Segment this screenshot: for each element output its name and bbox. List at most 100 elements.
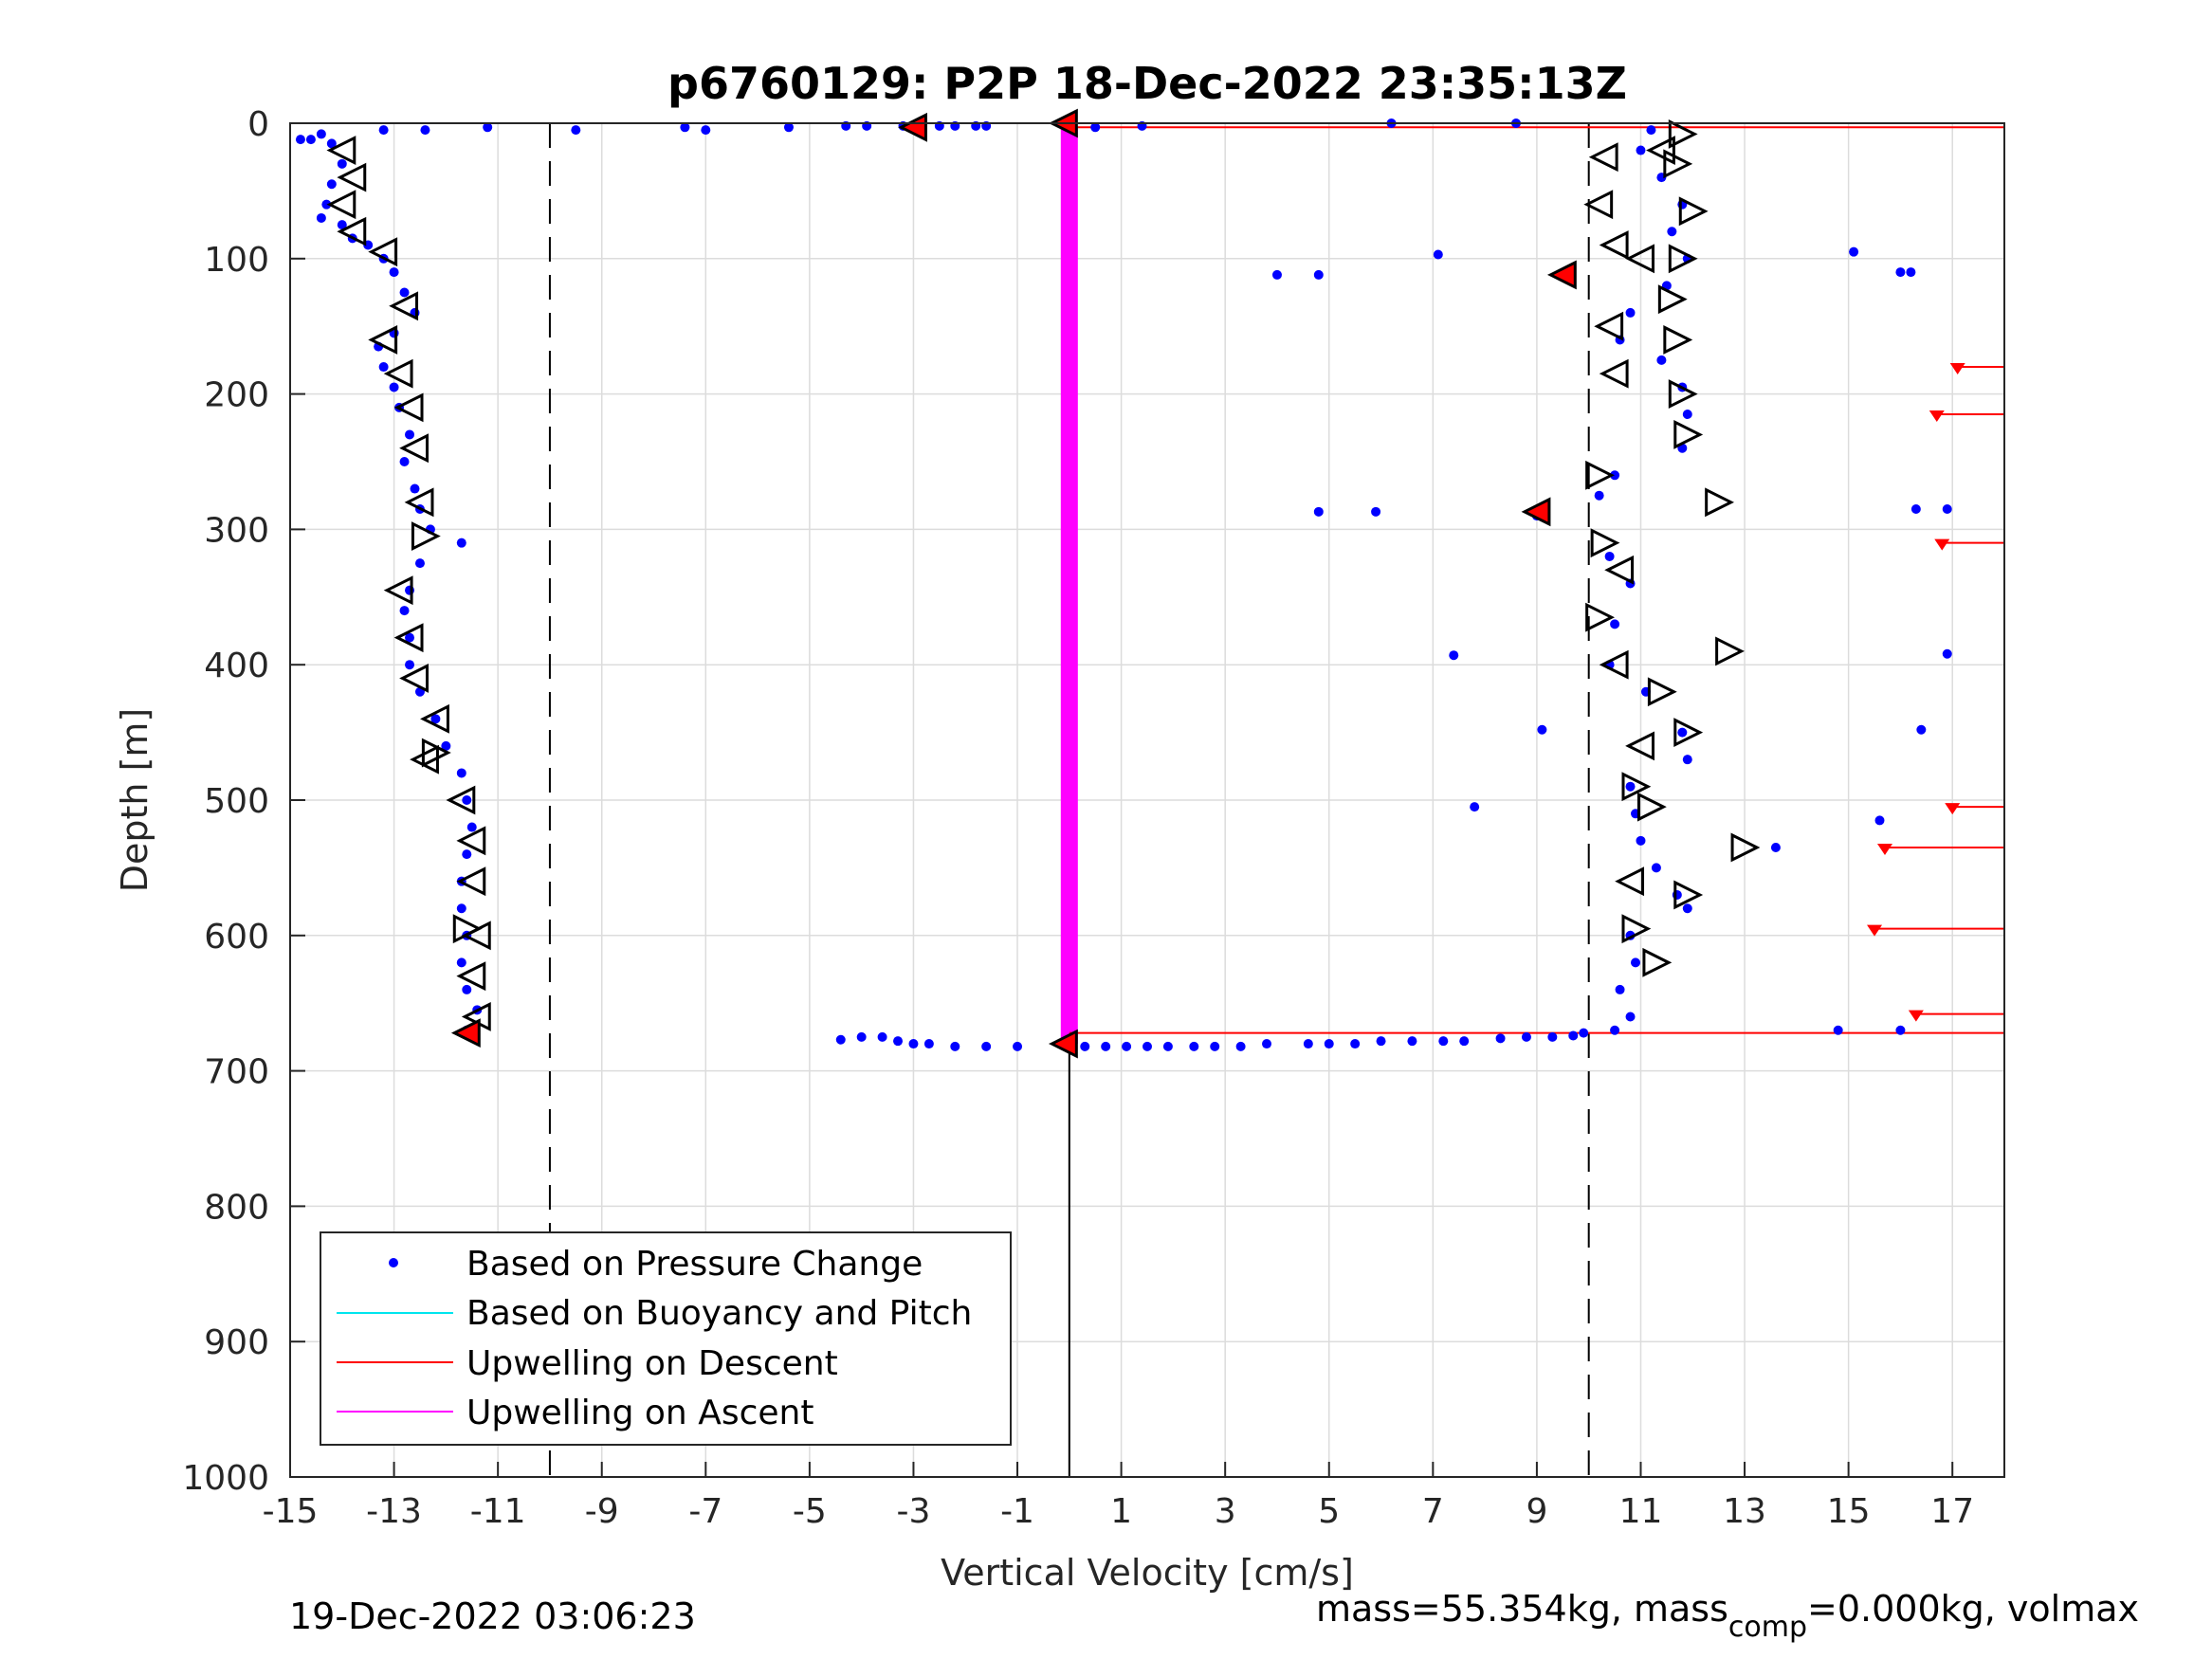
footer-mass-sub: comp	[1728, 1611, 1807, 1644]
footer-timestamp: 19-Dec-2022 03:06:23	[289, 1595, 696, 1637]
pressure-change-point	[1874, 815, 1885, 826]
right-triangle-marker	[1657, 284, 1688, 315]
pressure-change-point	[1610, 470, 1620, 481]
pressure-change-point	[1537, 724, 1547, 735]
pressure-change-point	[1910, 503, 1921, 514]
pressure-change-point	[1262, 1039, 1272, 1049]
left-triangle-marker	[337, 162, 367, 192]
left-triangle-marker	[1583, 190, 1614, 220]
pressure-change-point	[1090, 122, 1101, 133]
left-triangle-marker	[399, 433, 429, 464]
pressure-change-point	[571, 125, 581, 136]
upwelling-descent-marker	[1867, 924, 1883, 937]
pressure-change-point	[1646, 125, 1656, 136]
left-triangle-marker	[420, 703, 449, 734]
pressure-change-point	[1656, 355, 1667, 365]
right-triangle-marker	[1673, 718, 1704, 748]
pressure-change-point	[1604, 551, 1615, 561]
left-triangle-marker	[1604, 555, 1635, 585]
pressure-change-point	[337, 158, 347, 169]
left-triangle-marker	[326, 190, 356, 220]
pressure-change-point	[1013, 1041, 1023, 1051]
y-axis-label: Depth [m]	[114, 708, 155, 893]
pressure-change-point	[1470, 802, 1480, 812]
x-tick-label: -7	[688, 1492, 722, 1531]
pressure-change-point	[1303, 1039, 1313, 1049]
left-triangle-marker	[1599, 649, 1629, 680]
left-triangle-marker	[393, 392, 424, 423]
pressure-change-point	[1271, 269, 1282, 280]
y-tick-label: 400	[204, 647, 269, 685]
x-tick-label: -5	[793, 1492, 827, 1531]
pressure-change-point	[1849, 246, 1859, 257]
right-triangle-marker	[1673, 420, 1704, 449]
pressure-change-point	[1433, 249, 1443, 260]
y-tick-label: 100	[204, 241, 269, 280]
right-triangle-marker	[421, 738, 451, 768]
pressure-change-point	[321, 199, 332, 210]
pressure-change-point	[1313, 506, 1324, 517]
right-triangle-marker	[1647, 677, 1677, 707]
pressure-change-point	[378, 362, 389, 373]
pressure-change-point	[1371, 506, 1381, 517]
right-triangle-marker	[1663, 149, 1693, 179]
right-triangle-marker	[1668, 379, 1698, 410]
pressure-change-point	[1895, 1025, 1906, 1035]
legend-label-descent: Upwelling on Descent	[466, 1344, 838, 1383]
pressure-change-point	[1350, 1039, 1361, 1049]
upwelling-descent-marker	[1929, 410, 1945, 423]
pressure-change-point	[1895, 267, 1906, 278]
pressure-change-point	[1610, 619, 1620, 629]
pressure-change-point	[456, 768, 466, 778]
right-triangle-marker	[1668, 118, 1698, 149]
pressure-change-point	[456, 903, 466, 914]
pressure-change-point	[1667, 227, 1677, 237]
red-triangle-marker	[1048, 1029, 1078, 1059]
pressure-change-point	[305, 135, 316, 145]
pressure-change-point	[1521, 1031, 1531, 1042]
y-tick-label: 200	[204, 376, 269, 415]
pressure-change-point	[701, 125, 711, 136]
pressure-change-point	[1625, 781, 1636, 792]
red-triangle-marker	[450, 1018, 481, 1048]
x-tick-label: -13	[366, 1492, 422, 1531]
left-triangle-marker	[393, 623, 424, 653]
x-tick-label: 11	[1619, 1492, 1663, 1531]
y-tick-label: 0	[247, 105, 269, 144]
legend-label-ascent: Upwelling on Ascent	[466, 1394, 814, 1432]
right-triangle-marker	[1678, 196, 1709, 227]
x-tick-label: 1	[1110, 1492, 1132, 1531]
pressure-change-point	[1449, 650, 1459, 661]
pressure-change-point	[414, 558, 425, 569]
left-triangle-marker	[404, 487, 434, 518]
right-triangle-marker	[1585, 460, 1616, 490]
pressure-change-point	[462, 849, 472, 860]
right-triangle-marker	[452, 914, 483, 944]
pressure-change-point	[1122, 1041, 1132, 1051]
pressure-change-point	[1651, 863, 1661, 873]
pressure-change-point	[462, 984, 472, 994]
legend-box	[320, 1231, 1012, 1446]
pressure-change-point	[1942, 503, 1952, 514]
x-tick-label: 17	[1930, 1492, 1974, 1531]
left-triangle-marker	[1615, 866, 1645, 897]
red-triangle-marker	[1546, 260, 1577, 290]
x-tick-label: 5	[1318, 1492, 1340, 1531]
left-triangle-marker	[368, 237, 398, 267]
y-tick-label: 300	[204, 511, 269, 550]
pressure-change-point	[981, 1041, 992, 1051]
pressure-change-point	[783, 122, 794, 133]
right-triangle-marker	[1585, 602, 1616, 632]
pressure-change-point	[893, 1036, 904, 1047]
pressure-change-point	[950, 1041, 960, 1051]
pressure-change-point	[378, 125, 389, 136]
pressure-change-point	[1615, 984, 1625, 994]
left-triangle-marker	[446, 785, 476, 815]
left-triangle-marker	[326, 136, 356, 165]
chart-title: p6760129: P2P 18-Dec-2022 23:35:13Z	[667, 58, 1627, 109]
pressure-change-point	[316, 129, 326, 139]
pressure-change-point	[1916, 724, 1927, 735]
x-tick-label: 7	[1422, 1492, 1444, 1531]
pressure-change-point	[1495, 1033, 1506, 1044]
